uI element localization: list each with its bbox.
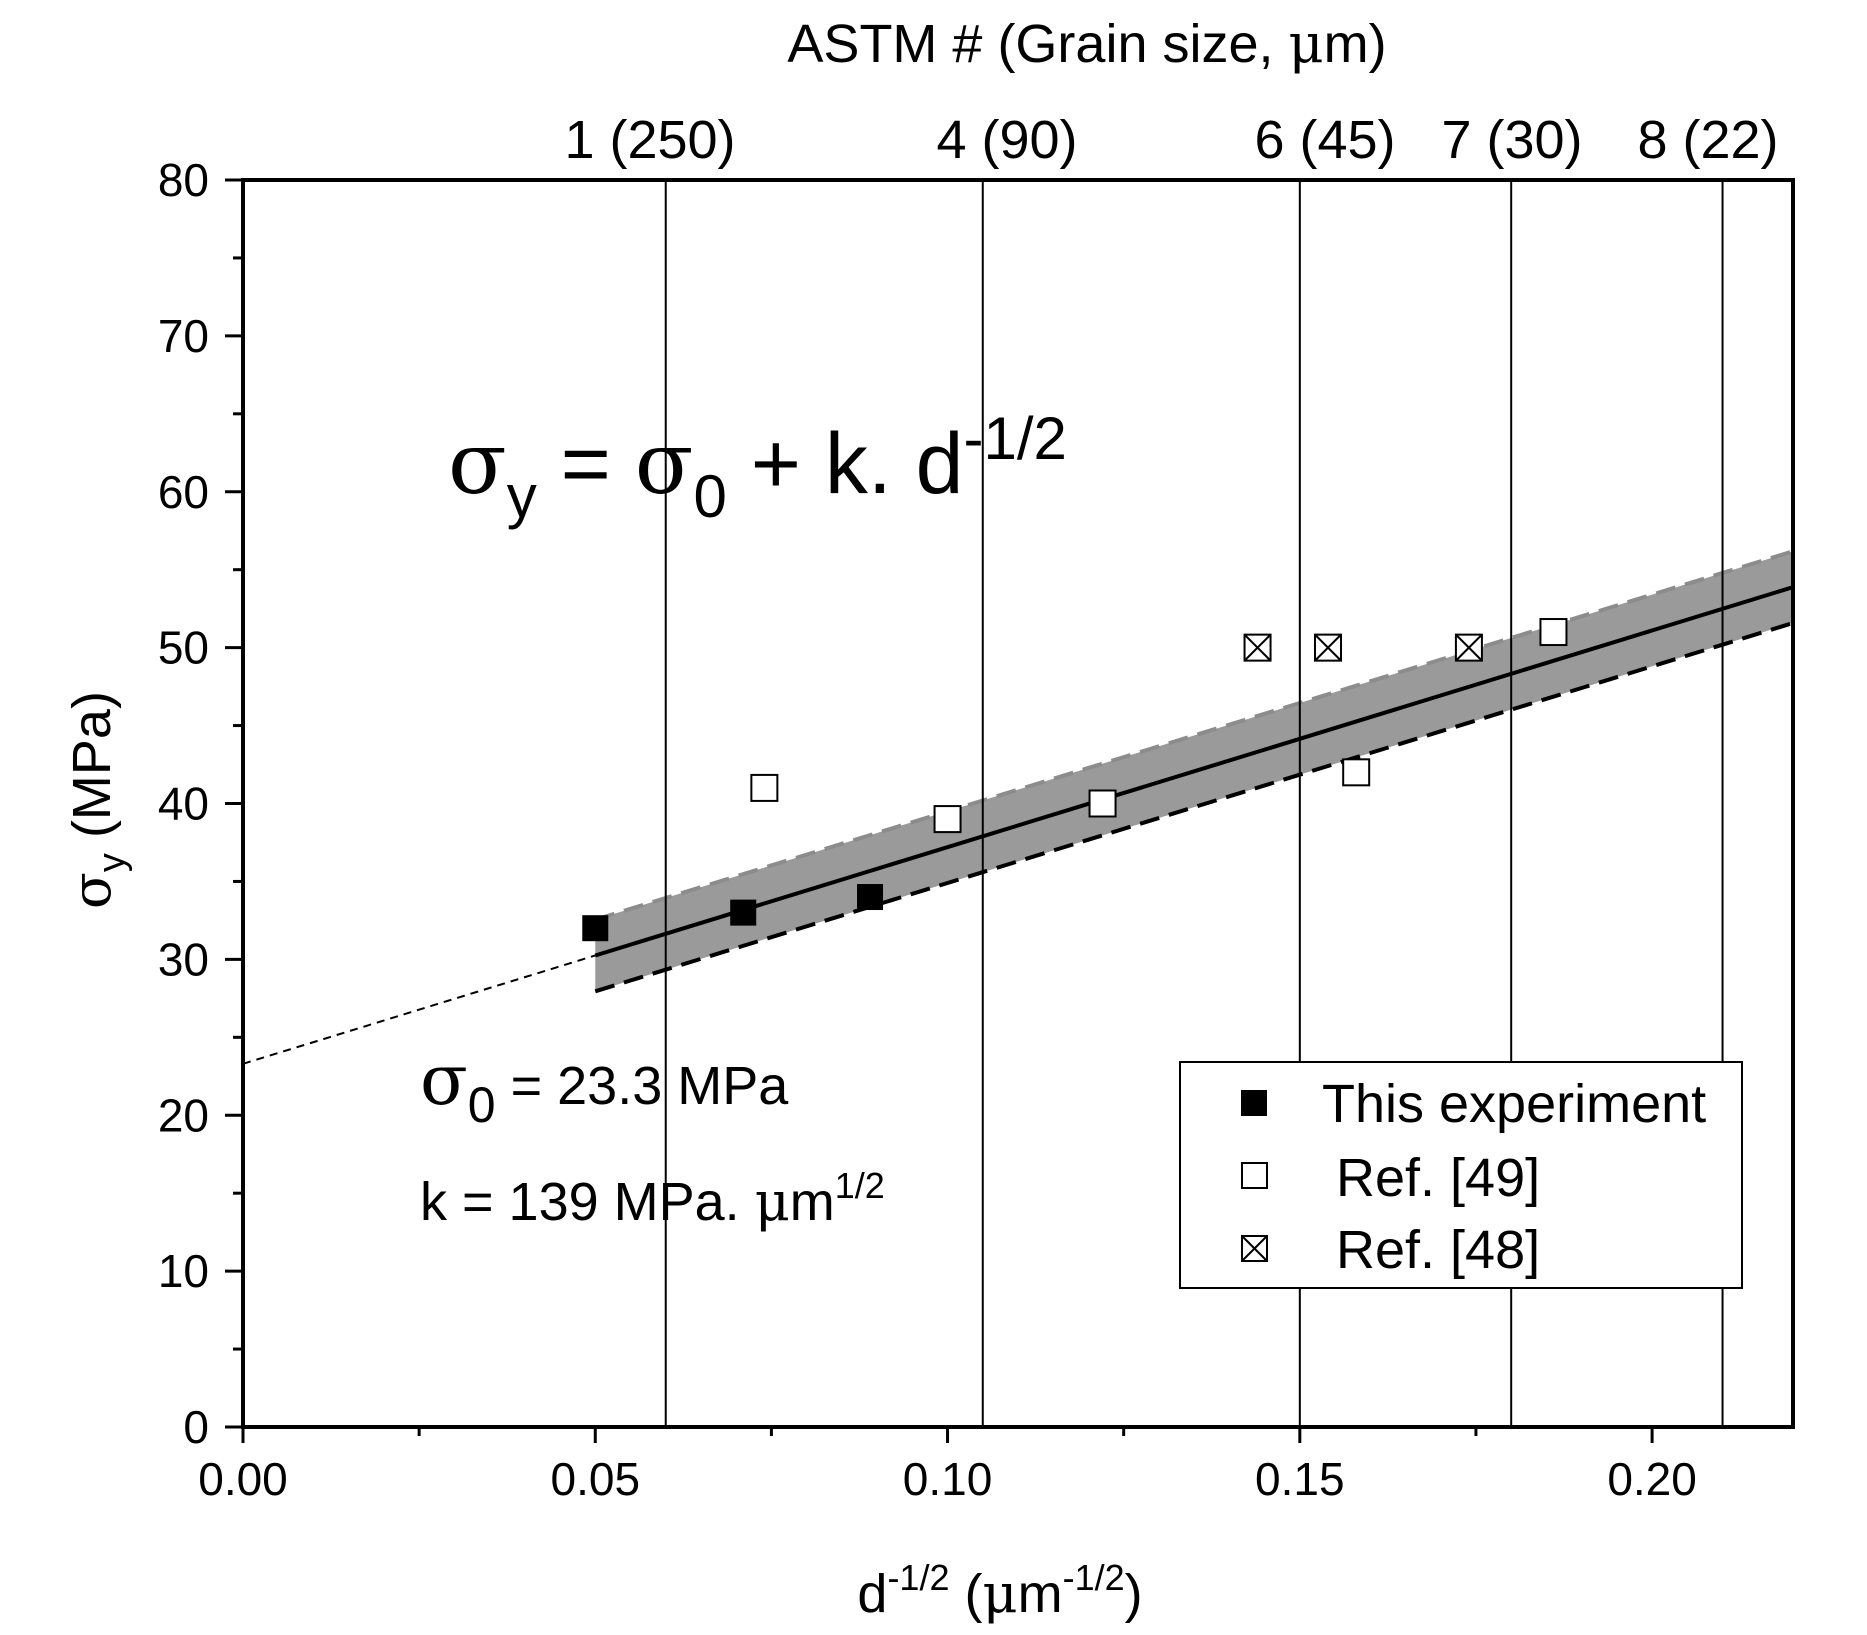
fit-extrapolation-line — [242, 954, 596, 1065]
astm-label: 8 (22) — [1637, 110, 1778, 170]
x-axis-label: d-1/2 (μm-1/2) — [857, 1557, 1142, 1625]
legend-label-ref48: Ref. [48] — [1336, 1220, 1540, 1280]
y-tick-label: 80 — [158, 154, 209, 206]
astm-label: 4 (90) — [936, 110, 1077, 170]
legend-label-this-experiment: This experiment — [1322, 1074, 1706, 1134]
fit-line — [594, 585, 1794, 958]
legend-label-ref49: Ref. [49] — [1336, 1148, 1540, 1208]
point-ref49 — [933, 805, 962, 834]
point-ref49 — [1539, 618, 1568, 647]
legend: This experiment Ref. [49] Ref. [48] — [1179, 1061, 1743, 1289]
astm-label: 7 (30) — [1441, 110, 1582, 170]
y-tick-label: 60 — [158, 466, 209, 518]
legend-marker-ref48 — [1241, 1235, 1268, 1262]
legend-marker-ref49 — [1241, 1162, 1268, 1189]
point-ref49 — [750, 773, 779, 802]
astm-grid-lines: 1 (250) 4 (90) 6 (45) 7 (30) 8 (22) — [564, 110, 1779, 1427]
point-this-experiment — [730, 899, 757, 926]
legend-marker-this-experiment — [1241, 1090, 1267, 1116]
x-tick-label: 0.10 — [903, 1453, 993, 1505]
x-tick-label: 0.20 — [1607, 1453, 1697, 1505]
point-ref48 — [1243, 633, 1272, 662]
y-tick-label: 70 — [158, 310, 209, 362]
lower-confidence-line — [594, 621, 1794, 994]
x-axis-ticks: 0.00 0.05 0.10 0.15 0.20 — [198, 1427, 1697, 1505]
top-axis-title: ASTM # (Grain size, μm) — [787, 12, 1386, 75]
y-axis-ticks: 0 10 20 30 40 50 60 70 80 — [158, 154, 243, 1453]
astm-label: 6 (45) — [1254, 110, 1395, 170]
y-tick-label: 10 — [158, 1245, 209, 1297]
point-ref49 — [1088, 789, 1117, 818]
k-annotation: k = 139 MPa. μm1/2 — [420, 1165, 885, 1233]
y-tick-label: 20 — [158, 1089, 209, 1141]
y-tick-label: 0 — [183, 1401, 209, 1453]
point-ref48 — [1454, 633, 1483, 662]
hall-petch-equation: σy = σ0 + k. d-1/2 — [448, 405, 1067, 530]
point-ref49 — [1342, 758, 1371, 787]
data-markers — [582, 618, 1568, 942]
y-axis-label: σy (MPa) — [60, 691, 133, 909]
y-tick-label: 50 — [158, 622, 209, 674]
x-tick-label: 0.15 — [1255, 1453, 1345, 1505]
astm-label: 1 (250) — [564, 110, 735, 170]
y-tick-label: 30 — [158, 933, 209, 985]
point-this-experiment — [582, 915, 609, 942]
point-this-experiment — [857, 884, 884, 911]
sigma0-annotation: σ0 = 23.3 MPa — [420, 1039, 789, 1133]
legend-box — [1179, 1061, 1743, 1289]
x-tick-label: 0.05 — [551, 1453, 641, 1505]
point-ref48 — [1314, 633, 1342, 662]
x-tick-label: 0.00 — [198, 1453, 288, 1505]
y-tick-label: 40 — [158, 778, 209, 830]
